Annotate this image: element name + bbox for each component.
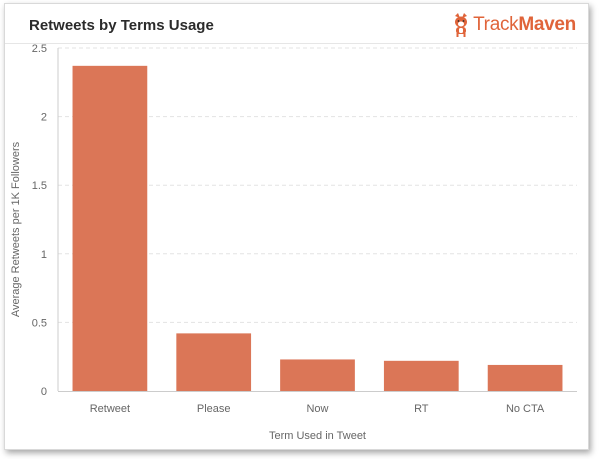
y-tick-label: 2 <box>41 112 47 124</box>
bar-no-cta <box>487 364 563 391</box>
y-tick-label: 0 <box>41 386 47 398</box>
bar-now <box>280 359 355 391</box>
y-tick-label: 1.5 <box>32 180 47 192</box>
x-tick-label: Retweet <box>90 403 130 415</box>
corgi-mascot-icon <box>455 13 468 37</box>
bar-retweet <box>72 65 148 391</box>
x-axis-label: Term Used in Tweet <box>269 430 366 442</box>
chart-title: Retweets by Terms Usage <box>29 17 214 34</box>
brand-wordmark-light: Track <box>473 14 519 35</box>
y-axis-label: Average Retweets per 1K Followers <box>10 141 22 317</box>
y-tick-label: 2.5 <box>32 43 47 55</box>
bar-chart: 0 0.5 1 1.5 2 2.5 Retweet Please Now RT No CTA Av… <box>10 43 577 442</box>
x-tick-labels: Retweet Please Now RT No CTA <box>90 403 545 415</box>
chart-header: Retweets by Terms Usage TrackMaven <box>5 4 588 44</box>
chart-panel: Retweets by Terms Usage TrackMaven 0 0.5 1… <box>4 3 589 450</box>
x-tick-label: Please <box>197 403 231 415</box>
y-tick-labels: 0 0.5 1 1.5 2 2.5 <box>32 43 47 398</box>
x-tick-label: RT <box>414 403 429 415</box>
y-tick-label: 0.5 <box>32 317 47 329</box>
bar-please <box>176 333 252 391</box>
x-tick-label: No CTA <box>506 403 545 415</box>
brand-wordmark-bold: Maven <box>518 14 576 35</box>
x-tick-label: Now <box>306 403 328 415</box>
trackmaven-logo: TrackMaven <box>451 12 576 38</box>
bars <box>72 65 563 391</box>
brand-wordmark: TrackMaven <box>473 14 576 36</box>
y-tick-label: 1 <box>41 249 47 261</box>
bar-rt <box>383 360 459 391</box>
